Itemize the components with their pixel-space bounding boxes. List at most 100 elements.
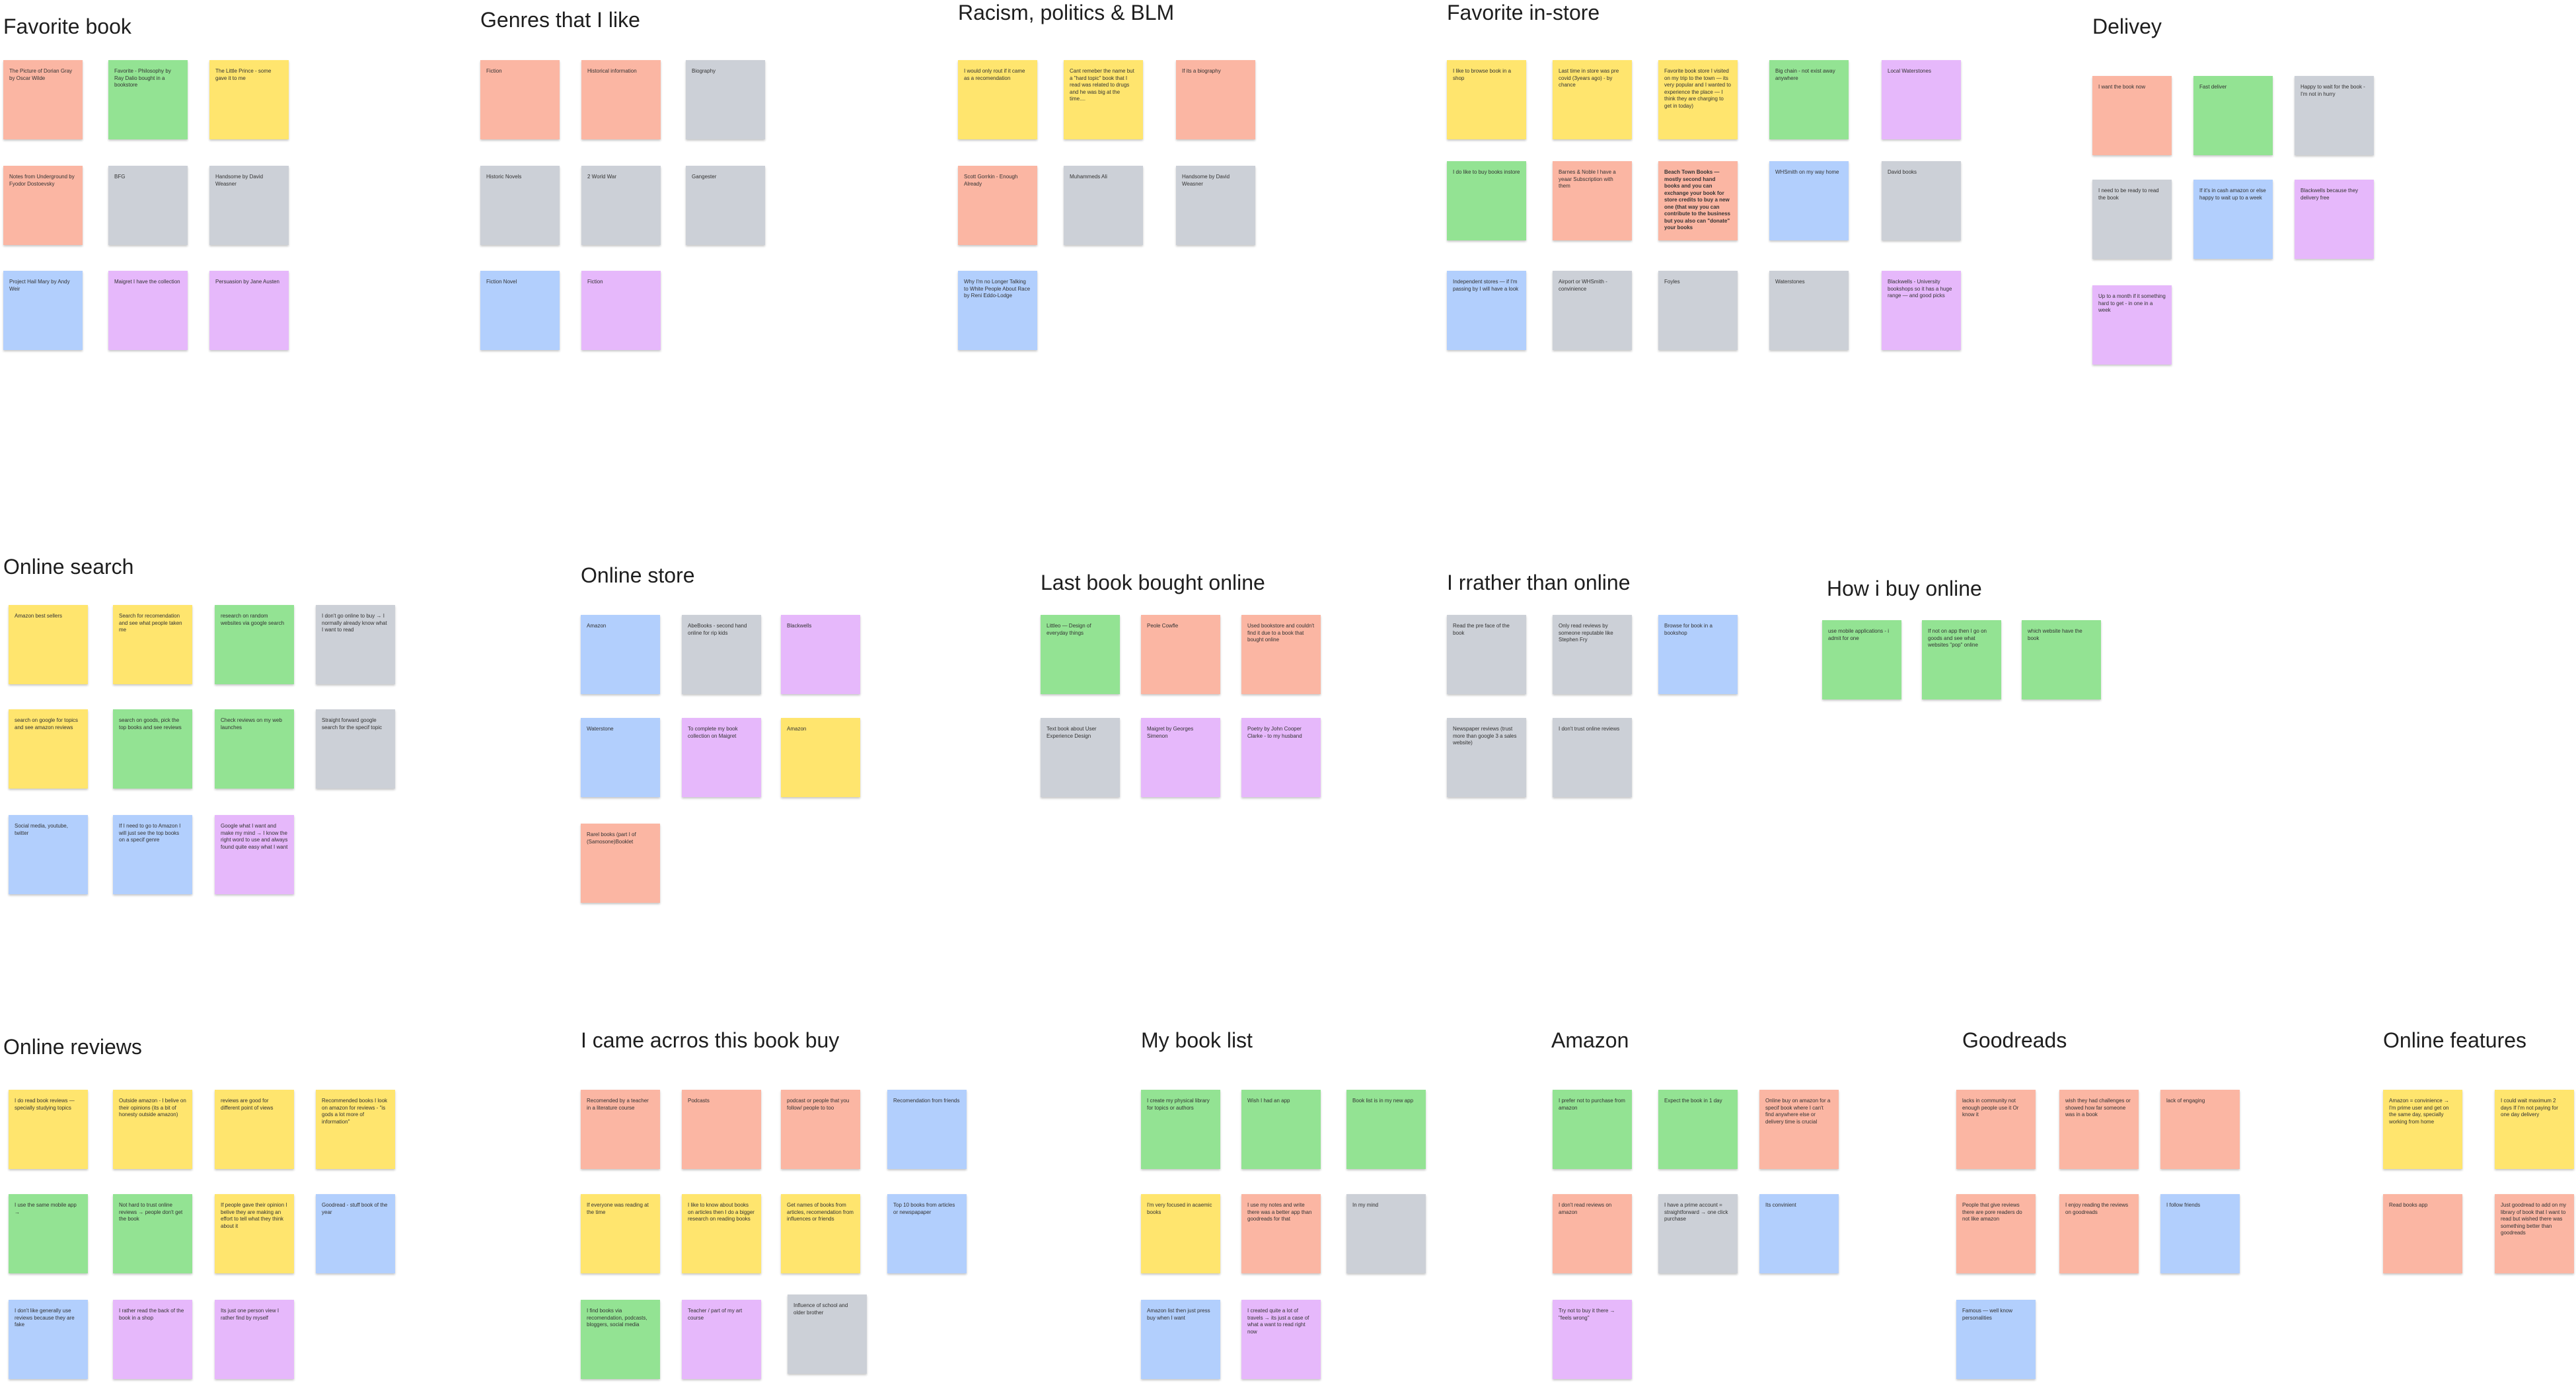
sticky-note[interactable]: I could wait maximum 2 days If I'm not p…: [2495, 1090, 2574, 1169]
sticky-note[interactable]: Fiction Novel: [480, 271, 560, 350]
sticky-note[interactable]: If people gave their opinion I belive th…: [215, 1194, 294, 1273]
sticky-note[interactable]: Why I'm no Longer Talking to White Peopl…: [958, 271, 1037, 350]
sticky-note[interactable]: Maigret I have the collection: [108, 271, 188, 350]
sticky-note[interactable]: Favorite - Philosophy by Ray Dalio bough…: [108, 60, 188, 139]
sticky-note[interactable]: lacks in community not enough people use…: [1956, 1090, 2036, 1169]
sticky-note[interactable]: Check reviews on my web launches: [215, 709, 294, 789]
sticky-note[interactable]: I do like to buy books instore: [1447, 161, 1526, 240]
sticky-note[interactable]: Foyles: [1658, 271, 1738, 350]
sticky-note[interactable]: WHSmith on my way home: [1769, 161, 1849, 240]
cluster-title-online-features[interactable]: Online features: [2383, 1028, 2527, 1052]
sticky-note[interactable]: Search for recomendation and see what pe…: [113, 605, 192, 684]
cluster-title-amazon[interactable]: Amazon: [1551, 1028, 1629, 1052]
sticky-note[interactable]: I like to browse book in a shop: [1447, 60, 1526, 139]
sticky-note[interactable]: Beach Town Books — mostly second hand bo…: [1658, 161, 1738, 240]
cluster-title-goodreads[interactable]: Goodreads: [1962, 1028, 2067, 1052]
sticky-note[interactable]: Handsome by David Weasner: [1176, 166, 1255, 245]
sticky-note[interactable]: I like to know about books on articles t…: [682, 1194, 761, 1273]
sticky-note[interactable]: Text book about User Experience Design: [1041, 718, 1120, 797]
sticky-note[interactable]: Newspaper reviews (trust more than googl…: [1447, 718, 1526, 797]
sticky-note[interactable]: I don't trust online reviews: [1553, 718, 1632, 797]
sticky-note[interactable]: Book list is in my new app: [1346, 1090, 1426, 1169]
sticky-note[interactable]: Littleo — Design of everyday things: [1041, 615, 1120, 694]
sticky-note[interactable]: If it's in cash amazon or else happy to …: [2193, 180, 2273, 259]
sticky-note[interactable]: Biography: [686, 60, 765, 139]
sticky-note[interactable]: Up to a month if it something hard to ge…: [2092, 285, 2172, 365]
sticky-note[interactable]: wish they had challenges or showed how f…: [2059, 1090, 2139, 1169]
sticky-note[interactable]: Peole Cowfle: [1141, 615, 1220, 694]
sticky-note[interactable]: 2 World War: [581, 166, 661, 245]
sticky-note[interactable]: Muhammeds Ali: [1064, 166, 1143, 245]
sticky-note[interactable]: Rarel books (part I of (Samosone)Booklet: [581, 824, 660, 903]
sticky-note[interactable]: research on random websites via google s…: [215, 605, 294, 684]
sticky-note[interactable]: Social media, youtube, twitter: [9, 815, 88, 894]
sticky-note[interactable]: Its convinient: [1759, 1194, 1839, 1273]
sticky-note[interactable]: Amazon = convinience → I'm prime user an…: [2383, 1090, 2462, 1169]
sticky-note[interactable]: Teacher / part of my art course: [682, 1300, 761, 1379]
sticky-note[interactable]: Blackwells because they delivery free: [2295, 180, 2374, 259]
sticky-note[interactable]: search on goods, pick the top books and …: [113, 709, 192, 789]
sticky-note[interactable]: If everyone was reading at the time: [581, 1194, 660, 1273]
sticky-note[interactable]: Maigret by Georges Simenon: [1141, 718, 1220, 797]
sticky-note[interactable]: Podcasts: [682, 1090, 761, 1169]
sticky-note[interactable]: I have a prime account = straightforward…: [1658, 1194, 1738, 1273]
sticky-note[interactable]: search on google for topics and see amaz…: [9, 709, 88, 789]
sticky-note[interactable]: Recomended by a teacher in a literature …: [581, 1090, 660, 1169]
sticky-note[interactable]: Get names of books from articles, recome…: [781, 1194, 860, 1273]
sticky-note[interactable]: I use the same mobile app →: [9, 1194, 88, 1273]
sticky-note[interactable]: Famous — well know personalities: [1956, 1300, 2036, 1379]
sticky-note[interactable]: Outside amazon - I belive on their opini…: [113, 1090, 192, 1169]
sticky-note[interactable]: I prefer not to purchase from amazon: [1553, 1090, 1632, 1169]
sticky-note[interactable]: I follow friends: [2160, 1194, 2240, 1273]
sticky-note[interactable]: Historical information: [581, 60, 661, 139]
sticky-note[interactable]: Read books app: [2383, 1194, 2462, 1273]
sticky-note[interactable]: I enjoy reading the reviews on goodreads: [2059, 1194, 2139, 1273]
sticky-note[interactable]: Amazon: [781, 718, 860, 797]
sticky-note[interactable]: Top 10 books from articles or newspapape…: [887, 1194, 967, 1273]
sticky-note[interactable]: Used bookstore and couldn't find it due …: [1241, 615, 1321, 694]
sticky-note[interactable]: Project Hail Mary by Andy Weir: [3, 271, 83, 350]
sticky-note[interactable]: Independent stores — if I'm passing by I…: [1447, 271, 1526, 350]
sticky-note[interactable]: BFG: [108, 166, 188, 245]
sticky-note[interactable]: Handsome by David Weasner: [209, 166, 289, 245]
sticky-note[interactable]: Not hard to trust online reviews → peopl…: [113, 1194, 192, 1273]
sticky-note[interactable]: Amazon: [581, 615, 660, 694]
sticky-note[interactable]: Influence of school and older brother: [788, 1294, 867, 1374]
sticky-note[interactable]: Last time in store was pre covid (3years…: [1553, 60, 1632, 139]
sticky-note[interactable]: I need to be ready to read the book: [2092, 180, 2172, 259]
sticky-note[interactable]: I rather read the back of the book in a …: [113, 1300, 192, 1379]
sticky-note[interactable]: Cant remeber the name but a "hard topic"…: [1064, 60, 1143, 139]
sticky-note[interactable]: Waterstone: [581, 718, 660, 797]
sticky-note[interactable]: The Little Prince - some gave it to me: [209, 60, 289, 139]
sticky-note[interactable]: Local Waterstones: [1882, 60, 1961, 139]
sticky-note[interactable]: reviews are good for different point of …: [215, 1090, 294, 1169]
sticky-note[interactable]: I would only rout if it came as a recome…: [958, 60, 1037, 139]
sticky-note[interactable]: Straight forward google search for the s…: [316, 709, 395, 789]
sticky-note[interactable]: Poetry by John Cooper Clarke - to my hus…: [1241, 718, 1321, 797]
sticky-note[interactable]: Airport or WHSmith - convinience: [1553, 271, 1632, 350]
cluster-title-how-i-buy-online[interactable]: How i buy online: [1827, 577, 1982, 600]
sticky-note[interactable]: Persuasion by Jane Austen: [209, 271, 289, 350]
cluster-title-online-reviews[interactable]: Online reviews: [3, 1035, 142, 1059]
sticky-note[interactable]: People that give reviews there are pore …: [1956, 1194, 2036, 1273]
sticky-note[interactable]: podcast or people that you follow/ peopl…: [781, 1090, 860, 1169]
sticky-note[interactable]: Historic Novels: [480, 166, 560, 245]
sticky-note[interactable]: Happy to wait for the book - I'm not in …: [2295, 76, 2374, 155]
sticky-note[interactable]: Fiction: [480, 60, 560, 139]
sticky-note[interactable]: I don't like generally use reviews becau…: [9, 1300, 88, 1379]
sticky-note[interactable]: use mobile applications - i admit for on…: [1822, 620, 1901, 699]
sticky-note[interactable]: Goodread - stuff book of the year: [316, 1194, 395, 1273]
sticky-note[interactable]: If its a biography: [1176, 60, 1255, 139]
sticky-note[interactable]: Recommended books I look on amazon for r…: [316, 1090, 395, 1169]
sticky-note[interactable]: Amazon best sellers: [9, 605, 88, 684]
sticky-note[interactable]: Try not to buy it there → "feels wrong": [1553, 1300, 1632, 1379]
sticky-note[interactable]: In my mind: [1346, 1194, 1426, 1273]
sticky-note[interactable]: If I need to go to Amazon I will just se…: [113, 815, 192, 894]
sticky-note[interactable]: Wish I had an app: [1241, 1090, 1321, 1169]
sticky-note[interactable]: Its just one person view I rather find b…: [215, 1300, 294, 1379]
sticky-note[interactable]: If not on app then I go on goods and see…: [1922, 620, 2001, 699]
sticky-note[interactable]: which website have the book: [2022, 620, 2101, 699]
sticky-note[interactable]: I created quite a lot of travels → its j…: [1241, 1300, 1321, 1379]
sticky-note[interactable]: Big chain - not exist away anywhere: [1769, 60, 1849, 139]
sticky-note[interactable]: Fiction: [581, 271, 661, 350]
